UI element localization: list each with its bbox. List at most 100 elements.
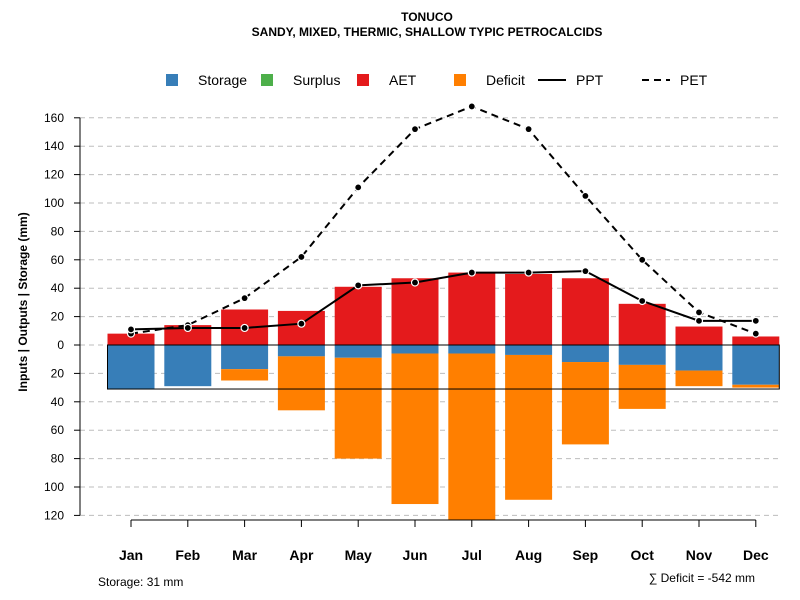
storage-bar (618, 345, 666, 365)
ppt-point (751, 316, 760, 325)
aet-bar (561, 278, 609, 345)
pet-line (130, 105, 757, 335)
deficit-bar (221, 369, 269, 381)
month-label: May (345, 547, 372, 563)
y-tick-label: 140 (44, 139, 64, 153)
deficit-bar (561, 362, 609, 445)
aet-bar (448, 272, 496, 345)
pet-point (354, 183, 363, 192)
ppt-point (183, 323, 192, 333)
pet-point (751, 329, 760, 338)
y-tick-label: 100 (44, 196, 64, 210)
month-label: Apr (289, 547, 314, 563)
ppt-point (297, 319, 306, 328)
storage-bar (221, 345, 269, 370)
y-tick-label: 80 (51, 224, 65, 238)
pet-point (297, 252, 306, 262)
month-label: Jan (119, 547, 143, 563)
chart-subtitle: SANDY, MIXED, THERMIC, SHALLOW TYPIC PET… (252, 25, 603, 39)
aet-bar (107, 333, 155, 345)
legend-label: AET (389, 72, 417, 88)
storage-capacity-box (107, 344, 780, 390)
aet-bar (505, 274, 553, 345)
deficit-bar (448, 353, 496, 520)
y-tick-label: 160 (44, 111, 64, 125)
legend-item-pet: PET (642, 72, 708, 88)
month-label: Mar (232, 547, 257, 563)
ppt-point (694, 316, 704, 325)
bars (107, 272, 780, 520)
ppt-point (524, 268, 533, 277)
legend-item-deficit: Deficit (454, 72, 525, 88)
deficit-sum-footnote: ∑ Deficit = -542 mm (649, 571, 755, 585)
legend-label: Storage (198, 72, 247, 88)
legend-swatch (357, 74, 369, 86)
pet-point (638, 255, 647, 264)
aet-bar (732, 336, 780, 345)
ppt-point (354, 281, 363, 290)
y-tick-label: 100 (44, 480, 64, 494)
ppt-point (581, 267, 590, 276)
ppt-point (126, 325, 136, 334)
legend-label: Deficit (486, 72, 525, 88)
month-label: Dec (743, 547, 769, 563)
month-label: Feb (175, 547, 200, 563)
month-label: Jul (462, 547, 482, 563)
aet-bar (391, 278, 439, 345)
ppt-line (130, 270, 756, 331)
y-tick-label: 40 (51, 395, 65, 409)
legend-swatch (166, 74, 178, 86)
storage-bar (164, 345, 212, 387)
legend: Storage Surplus AET Deficit PPT PET (166, 72, 708, 88)
y-tick-label: 60 (51, 253, 65, 267)
axes: 0 20 40 60 80 100 120 140 160 20 40 60 80 100 120 Jan Fe… (44, 111, 769, 563)
storage-bar (732, 345, 780, 385)
y-tick-label: 80 (51, 452, 65, 466)
month-label: Oct (631, 547, 655, 563)
legend-swatch (261, 74, 273, 86)
ppt-point (638, 296, 647, 306)
storage-bar (448, 345, 496, 354)
deficit-bar (334, 357, 382, 459)
deficit-bar (618, 364, 666, 409)
month-label: Nov (686, 547, 713, 563)
pet-point (694, 308, 704, 317)
ppt-point (467, 268, 476, 277)
legend-swatch (454, 74, 466, 86)
deficit-bar (505, 354, 553, 500)
y-tick-label: 120 (44, 168, 64, 182)
storage-bar (391, 345, 439, 354)
y-tick-label: 60 (51, 423, 65, 437)
pet-point (410, 125, 420, 134)
lines (126, 102, 760, 338)
aet-bar (618, 303, 666, 345)
legend-item-surplus: Surplus (261, 72, 340, 88)
deficit-bar (675, 370, 723, 387)
storage-bar (505, 345, 553, 355)
deficit-bar (732, 384, 780, 388)
legend-label: PPT (576, 72, 604, 88)
y-tick-label: 20 (51, 310, 65, 324)
month-label: Sep (573, 547, 599, 563)
y-tick-label: 20 (51, 366, 65, 380)
storage-bar (675, 345, 723, 371)
storage-bar (107, 345, 155, 390)
month-label: Jun (403, 547, 428, 563)
pet-point (581, 191, 590, 200)
legend-item-storage: Storage (166, 72, 247, 88)
chart-title: TONUCO (401, 10, 453, 24)
ppt-point (240, 323, 249, 333)
pet-point (524, 125, 533, 134)
pet-point (240, 294, 249, 303)
ppt-point (410, 278, 420, 287)
storage-bar (277, 345, 325, 357)
y-axis-label: Inputs | Outputs | Storage (mm) (16, 212, 30, 391)
storage-bar (334, 345, 382, 358)
legend-label: PET (680, 72, 708, 88)
aet-bar (277, 310, 325, 345)
deficit-bar (391, 353, 439, 505)
aet-bar (164, 325, 212, 345)
y-tick-label: 120 (44, 508, 64, 522)
legend-label: Surplus (293, 72, 340, 88)
